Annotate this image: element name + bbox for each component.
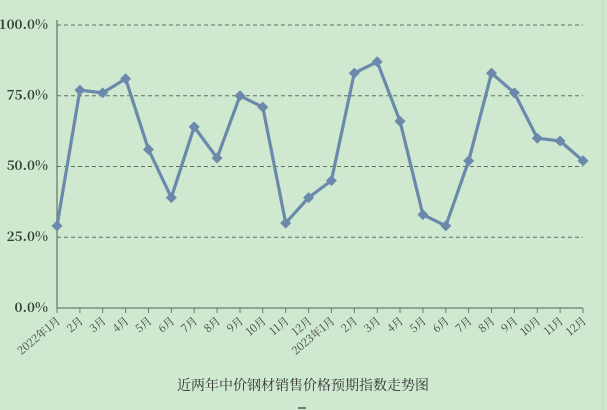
svg-text:75.0%: 75.0% <box>7 84 48 104</box>
svg-text:近两年中价钢材销售价格预期指数走势图: 近两年中价钢材销售价格预期指数走势图 <box>177 375 429 395</box>
svg-text:100.0%: 100.0% <box>0 13 48 33</box>
svg-text:25.0%: 25.0% <box>7 225 48 245</box>
svg-text:0.0%: 0.0% <box>15 296 48 316</box>
svg-text:50.0%: 50.0% <box>7 154 48 174</box>
